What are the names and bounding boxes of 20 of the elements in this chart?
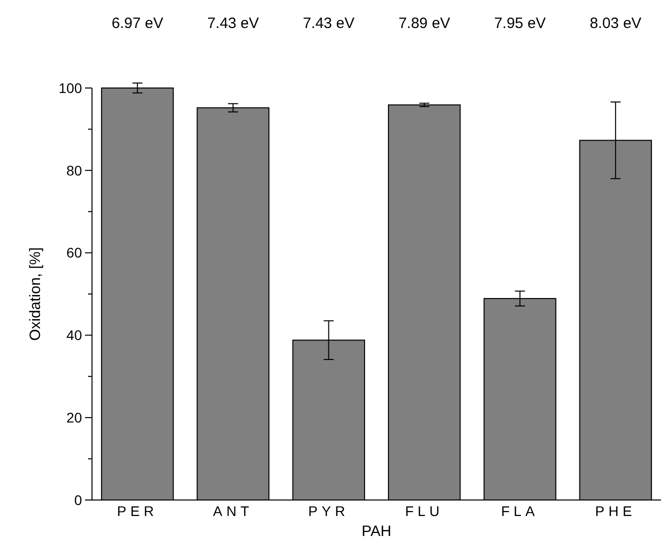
y-tick-label: 40	[66, 327, 82, 344]
x-axis-title: PAH	[362, 523, 392, 540]
y-tick-label: 20	[66, 410, 82, 426]
text: 8.03 eV	[590, 15, 642, 32]
y-tick-label: 0	[74, 492, 82, 508]
y-tick-label: 100	[58, 80, 82, 96]
text: 7.43 eV	[302, 15, 355, 32]
x-tick-label: ANT	[213, 503, 254, 519]
text: 6.97 eV	[112, 15, 164, 32]
x-tick-label: PHE	[595, 503, 636, 519]
x-tick-label: FLA	[501, 503, 539, 519]
x-tick-label: PYR	[308, 503, 350, 519]
y-axis-title: Oxidation, [%]	[27, 247, 44, 341]
text: 7.43 eV	[207, 15, 259, 32]
x-tick-label: PER	[117, 503, 158, 519]
text: 7.89 eV	[398, 15, 450, 32]
y-tick-label: 60	[66, 244, 82, 261]
x-tick-label: FLU	[405, 503, 444, 519]
y-tick-label: 80	[66, 162, 82, 178]
text: 7.95 eV	[494, 15, 546, 32]
